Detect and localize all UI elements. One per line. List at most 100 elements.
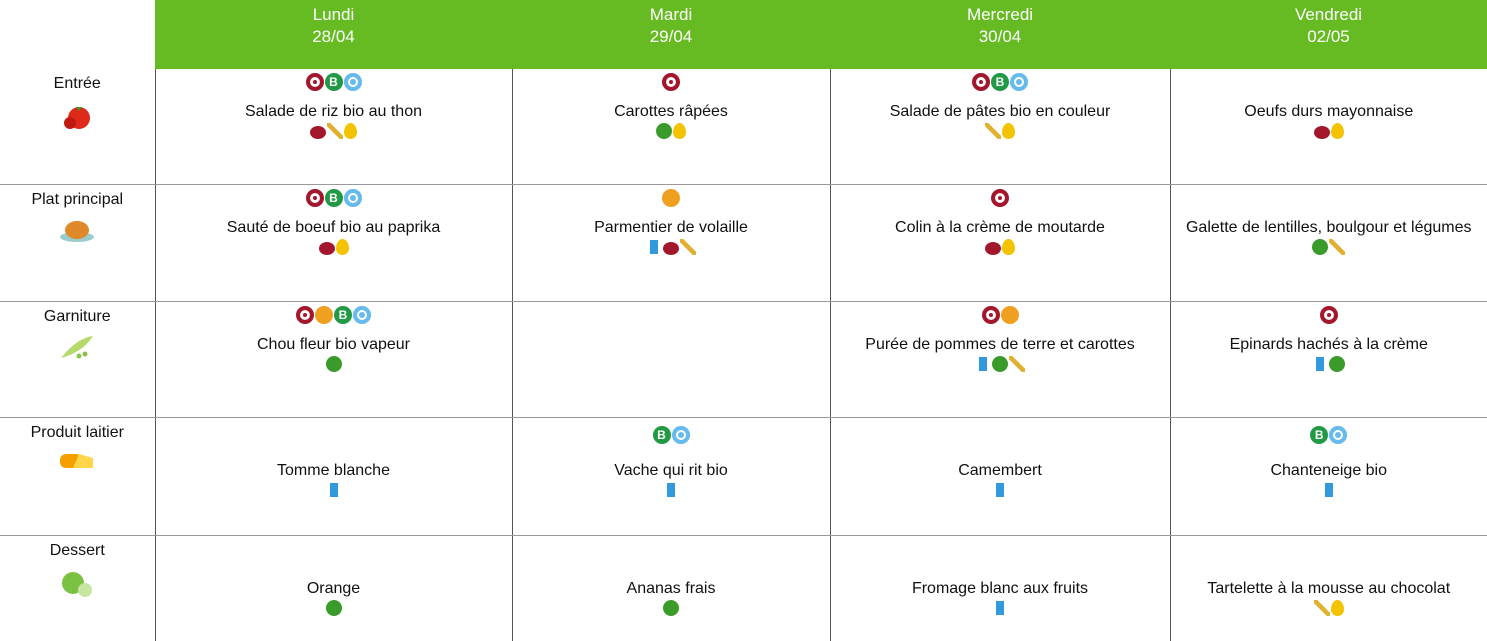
cell: Purée de pommes de terre et carottes — [829, 301, 1170, 418]
icon-group — [160, 123, 508, 141]
day-header: Mercredi 30/04 — [830, 0, 1170, 69]
cell: B Salade de pâtes bio en couleur — [829, 69, 1170, 185]
dish: Oeufs durs mayonnaise — [1244, 103, 1414, 120]
chicken-icon — [60, 221, 95, 242]
icon-group — [160, 600, 508, 618]
label-badge — [353, 306, 371, 324]
cell: Dessert — [0, 535, 155, 641]
icon-group — [1175, 73, 1484, 93]
row: Plat principal B Sauté de boeuf bio au pa… — [0, 184, 1487, 302]
dish: Chou fleur bio vapeur — [257, 336, 410, 353]
day: Vendredi — [1294, 5, 1363, 24]
header-row: Lundi 28/04 Mardi 29/04 Mercredi 30/04 Vend… — [0, 0, 1487, 69]
day-header: Mardi 29/04 — [512, 0, 830, 69]
label-badge: B — [652, 426, 671, 444]
dish: Parmentier de volaille — [594, 219, 748, 236]
dish: Tartelette à la mousse au chocolat — [1207, 580, 1451, 597]
allergen-icon — [1330, 123, 1344, 139]
icon-group — [517, 239, 826, 257]
cell: B Vache qui rit bio — [511, 417, 830, 536]
day-header: Vendredi 02/05 — [1170, 0, 1487, 69]
allergen-icon — [673, 123, 686, 139]
icon-group — [835, 426, 1166, 446]
allergen-icon — [1329, 356, 1346, 372]
icon-group — [1175, 189, 1484, 209]
dish: Epinards hachés à la crème — [1229, 336, 1428, 353]
icon-group — [1175, 544, 1484, 564]
allergen-icon — [975, 356, 991, 372]
allergen-icon — [1002, 239, 1015, 255]
cell: B Salade de riz bio au thon — [154, 69, 512, 185]
cell: Ananas frais — [511, 535, 830, 641]
cell: Tomme blanche — [154, 417, 512, 536]
cell: Produit laitier — [0, 417, 155, 536]
icon-group — [160, 426, 508, 446]
label-badge — [1319, 306, 1338, 324]
icon-group — [835, 482, 1166, 500]
icon-group — [517, 189, 826, 209]
cheese-icon — [60, 454, 94, 468]
icon-group — [517, 544, 826, 564]
label-badge — [671, 426, 690, 444]
allergen-icon — [992, 356, 1008, 372]
icon-group — [517, 123, 826, 141]
date: 28/04 — [312, 27, 355, 46]
icon-group — [160, 482, 508, 500]
cell: Garniture — [0, 301, 155, 418]
label-badge — [1010, 73, 1028, 91]
icon-group — [835, 239, 1166, 257]
day: Mercredi — [966, 5, 1034, 24]
cell: Colin à la crème de moutarde — [829, 184, 1170, 302]
label-badge — [305, 189, 324, 207]
dish: Camembert — [958, 462, 1042, 479]
label-badge — [296, 306, 314, 324]
allergen-icon — [646, 239, 662, 255]
icon-group — [1175, 123, 1484, 141]
cell: Epinards hachés à la crème — [1169, 301, 1487, 418]
allergen-icon — [663, 600, 679, 616]
icon-group — [517, 73, 826, 93]
label-badge: B — [1310, 426, 1329, 444]
cell: B Chou fleur bio vapeur — [154, 301, 512, 418]
allergen-icon — [1320, 482, 1337, 498]
label-badge — [991, 189, 1009, 207]
allergen-icon — [1313, 600, 1330, 616]
allergen-icon — [325, 482, 342, 498]
icon-group: B — [160, 306, 508, 326]
icon-group — [517, 600, 826, 618]
allergen-icon — [335, 239, 349, 255]
dish: Colin à la crème de moutarde — [895, 219, 1105, 236]
dish: Vache qui rit bio — [614, 462, 728, 479]
allergen-icon — [325, 600, 342, 616]
cell: Entrée — [0, 69, 155, 185]
label-badge — [1329, 426, 1348, 444]
allergen-icon — [1312, 239, 1329, 255]
day-header: Lundi 28/04 — [155, 0, 512, 69]
allergen-icon — [992, 482, 1008, 498]
allergen-icon — [1312, 356, 1329, 372]
allergen-icon — [1330, 600, 1344, 616]
label-badge — [305, 73, 324, 91]
cell: Carottes râpées — [511, 69, 830, 185]
day: Mardi — [649, 5, 693, 24]
header-cell — [0, 0, 155, 69]
label-badge — [662, 73, 680, 91]
icon-group — [835, 544, 1166, 564]
icon-group — [835, 600, 1166, 618]
icon-group — [1175, 600, 1484, 618]
dish: Ananas frais — [626, 580, 716, 597]
label-badge — [662, 189, 680, 207]
allergen-icon — [1002, 123, 1015, 139]
label-badge — [343, 189, 362, 207]
category: Entrée — [53, 75, 101, 92]
label-badge — [981, 306, 1000, 324]
allergen-icon — [680, 239, 696, 255]
icon-group — [160, 239, 508, 257]
dish: Salade de pâtes bio en couleur — [889, 103, 1111, 120]
icon-group — [517, 482, 826, 500]
allergen-icon — [327, 123, 343, 139]
allergen-icon — [344, 123, 357, 139]
icon-group: B — [1175, 426, 1484, 446]
apple-icon — [62, 572, 93, 597]
